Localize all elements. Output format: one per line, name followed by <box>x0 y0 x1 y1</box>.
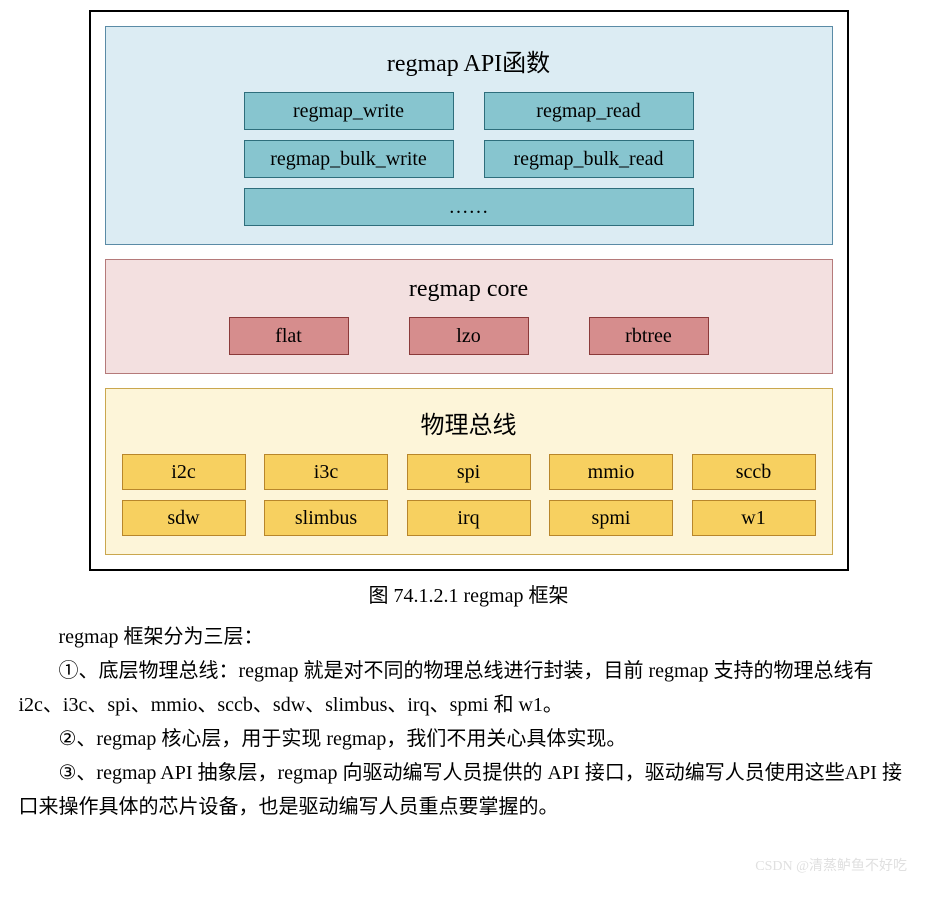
bus-box-irq: irq <box>407 500 531 536</box>
api-box-more: …… <box>244 188 694 226</box>
api-box-regmap-write: regmap_write <box>244 92 454 130</box>
layer-bus-title: 物理总线 <box>122 399 816 454</box>
bus-row-0: i2c i3c spi mmio sccb <box>122 454 816 490</box>
paragraph-3: ②、regmap 核心层，用于实现 regmap，我们不用关心具体实现。 <box>19 722 919 756</box>
paragraph-1: regmap 框架分为三层： <box>19 620 919 654</box>
paragraph-4: ③、regmap API 抽象层，regmap 向驱动编写人员提供的 API 接… <box>19 756 919 824</box>
core-row: flat lzo rbtree <box>122 317 816 355</box>
bus-box-spi: spi <box>407 454 531 490</box>
api-box-regmap-bulk-read: regmap_bulk_read <box>484 140 694 178</box>
core-box-flat: flat <box>229 317 349 355</box>
layer-api: regmap API函数 regmap_write regmap_read re… <box>105 26 833 245</box>
bus-box-sccb: sccb <box>692 454 816 490</box>
api-row-1: regmap_bulk_write regmap_bulk_read <box>122 140 816 178</box>
body-text: regmap 框架分为三层： ①、底层物理总线：regmap 就是对不同的物理总… <box>19 620 919 824</box>
api-box-regmap-read: regmap_read <box>484 92 694 130</box>
bus-box-spmi: spmi <box>549 500 673 536</box>
bus-box-sdw: sdw <box>122 500 246 536</box>
bus-box-i2c: i2c <box>122 454 246 490</box>
layer-core: regmap core flat lzo rbtree <box>105 259 833 374</box>
bus-box-slimbus: slimbus <box>264 500 388 536</box>
layer-api-title: regmap API函数 <box>122 37 816 92</box>
core-box-lzo: lzo <box>409 317 529 355</box>
core-box-rbtree: rbtree <box>589 317 709 355</box>
layer-bus: 物理总线 i2c i3c spi mmio sccb sdw slimbus i… <box>105 388 833 555</box>
layer-core-title: regmap core <box>122 270 816 317</box>
bus-box-w1: w1 <box>692 500 816 536</box>
api-row-2: …… <box>122 188 816 226</box>
api-box-regmap-bulk-write: regmap_bulk_write <box>244 140 454 178</box>
bus-box-i3c: i3c <box>264 454 388 490</box>
paragraph-2: ①、底层物理总线：regmap 就是对不同的物理总线进行封装，目前 regmap… <box>19 654 919 722</box>
diagram-frame: regmap API函数 regmap_write regmap_read re… <box>89 10 849 571</box>
watermark: CSDN @清蒸鲈鱼不好吃 <box>755 855 907 875</box>
bus-row-1: sdw slimbus irq spmi w1 <box>122 500 816 536</box>
api-row-0: regmap_write regmap_read <box>122 92 816 130</box>
figure-caption: 图 74.1.2.1 regmap 框架 <box>10 579 927 608</box>
bus-box-mmio: mmio <box>549 454 673 490</box>
